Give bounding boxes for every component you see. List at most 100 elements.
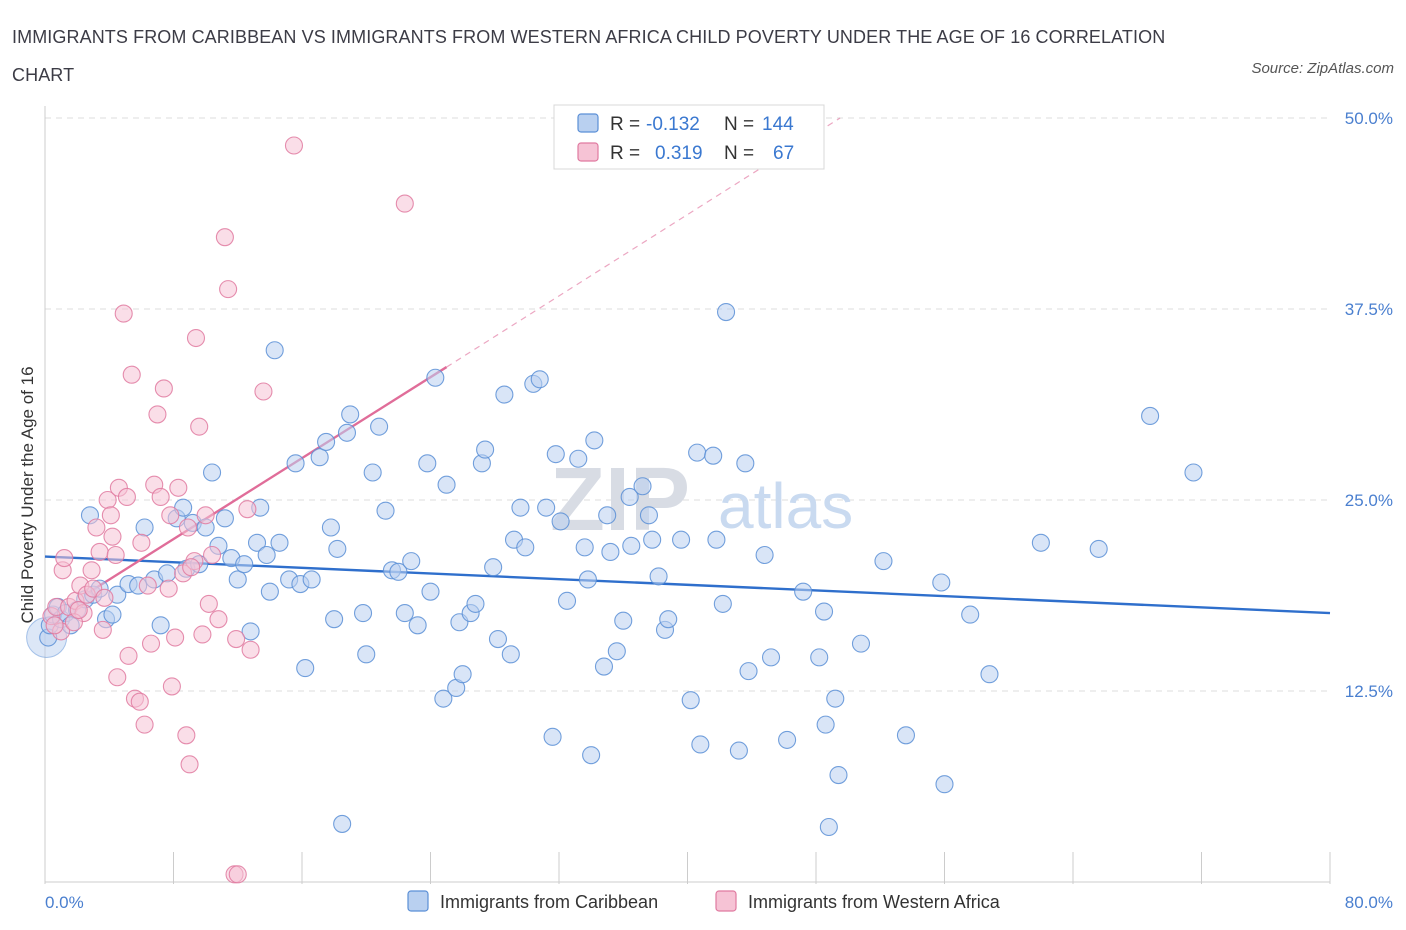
caribbean-point (511, 498, 530, 517)
caribbean-point (569, 449, 588, 468)
caribbean-point (1184, 463, 1203, 482)
caribbean-point (265, 341, 284, 360)
legend-pink-r-label: R = (610, 143, 640, 164)
western-africa-point (193, 625, 212, 644)
caribbean-point (594, 657, 614, 676)
caribbean-point (501, 645, 520, 664)
western-africa-point (227, 629, 246, 649)
caribbean-point (932, 573, 951, 592)
western-africa-point (203, 545, 222, 565)
caribbean-point (228, 570, 247, 589)
western-africa-point (93, 620, 112, 639)
y-tick-label: 25.0% (1345, 491, 1393, 510)
caribbean-point (203, 463, 222, 482)
western-africa-point (117, 487, 136, 506)
y-tick-label: 37.5% (1345, 300, 1393, 319)
caribbean-point (270, 533, 289, 552)
western-africa-point (151, 487, 170, 506)
western-africa-point (209, 610, 228, 629)
western-africa-point (162, 677, 181, 696)
caribbean-point (370, 417, 389, 436)
caribbean-point (739, 662, 758, 681)
legend-blue-n-label: N = (724, 114, 754, 135)
caribbean-point (337, 423, 357, 442)
watermark-zip: ZIP (550, 450, 690, 550)
caribbean-point (672, 530, 691, 549)
western-africa-point (177, 726, 196, 745)
western-africa-point (182, 558, 201, 577)
western-africa-point (106, 545, 125, 565)
caribbean-point (103, 605, 122, 624)
caribbean-point (341, 405, 360, 424)
x-tick-label: 80.0% (1345, 893, 1393, 912)
caribbean-point (551, 512, 570, 531)
chart-title: IMMIGRANTS FROM CARIBBEAN VS IMMIGRANTS … (12, 27, 1166, 85)
caribbean-point (980, 665, 999, 684)
western-africa-point (55, 549, 74, 568)
caribbean-point (607, 642, 626, 661)
western-africa-point (154, 379, 173, 398)
legend-swatch-pink (577, 142, 599, 162)
western-africa-point (215, 228, 234, 247)
caribbean-point (537, 498, 556, 517)
western-africa-point (180, 755, 199, 774)
legend-blue-r-value: -0.132 (646, 114, 700, 135)
caribbean-point (402, 552, 421, 571)
caribbean-point (819, 817, 838, 837)
western-africa-point (130, 692, 149, 711)
western-africa-point (122, 365, 141, 384)
caribbean-point (681, 691, 700, 710)
caribbean-point (408, 616, 427, 635)
western-africa-point (178, 518, 198, 537)
caribbean-point (530, 370, 549, 389)
caribbean-point (241, 622, 260, 641)
caribbean-point (1089, 539, 1108, 558)
caribbean-point (257, 545, 276, 565)
caribbean-point (814, 602, 834, 621)
caribbean-point (582, 746, 601, 765)
western-africa-point (148, 405, 167, 424)
western-africa-point (114, 304, 133, 323)
western-africa-point (159, 579, 178, 598)
legend-pink-r-value: 0.319 (655, 143, 703, 164)
western-africa-point (82, 561, 101, 580)
caribbean-point (296, 659, 315, 678)
caribbean-point (794, 582, 813, 601)
legend-pink-n-value: 67 (773, 143, 794, 164)
western-africa-point (166, 628, 185, 647)
caribbean-point (158, 564, 177, 583)
caribbean-point (353, 604, 373, 623)
caribbean-point (453, 665, 472, 684)
caribbean-point (418, 454, 437, 473)
caribbean-point (302, 570, 321, 589)
caribbean-point (643, 530, 662, 549)
caribbean-point (434, 689, 453, 708)
caribbean-point (466, 594, 485, 613)
caribbean-point (601, 542, 620, 562)
caribbean-point (247, 533, 267, 552)
caribbean-point (578, 570, 597, 589)
western-africa-point (284, 136, 304, 155)
bottom-legend-swatch-blue (407, 890, 429, 912)
western-africa-point (90, 542, 109, 562)
caribbean-point (816, 715, 835, 734)
caribbean-point (659, 610, 678, 629)
western-africa-point (199, 594, 218, 613)
caribbean-point (488, 629, 508, 649)
caribbean-point (620, 487, 639, 506)
caribbean-point (321, 518, 340, 537)
correlation-legend: R = -0.132 N = 144 R = 0.319 N = 67 (553, 104, 825, 170)
caribbean-point (829, 765, 848, 785)
caribbean-point (691, 735, 710, 754)
western-africa-point (228, 865, 247, 884)
caribbean-trend-line (44, 555, 1331, 615)
caribbean-point (357, 645, 376, 664)
x-tick-label: 0.0% (45, 893, 84, 912)
caribbean-point (421, 582, 440, 601)
caribbean-point (778, 730, 797, 749)
legend-blue-n-value: 144 (762, 114, 794, 135)
caribbean-point (426, 368, 445, 387)
caribbean-point (543, 727, 562, 746)
caribbean-point (484, 558, 503, 577)
